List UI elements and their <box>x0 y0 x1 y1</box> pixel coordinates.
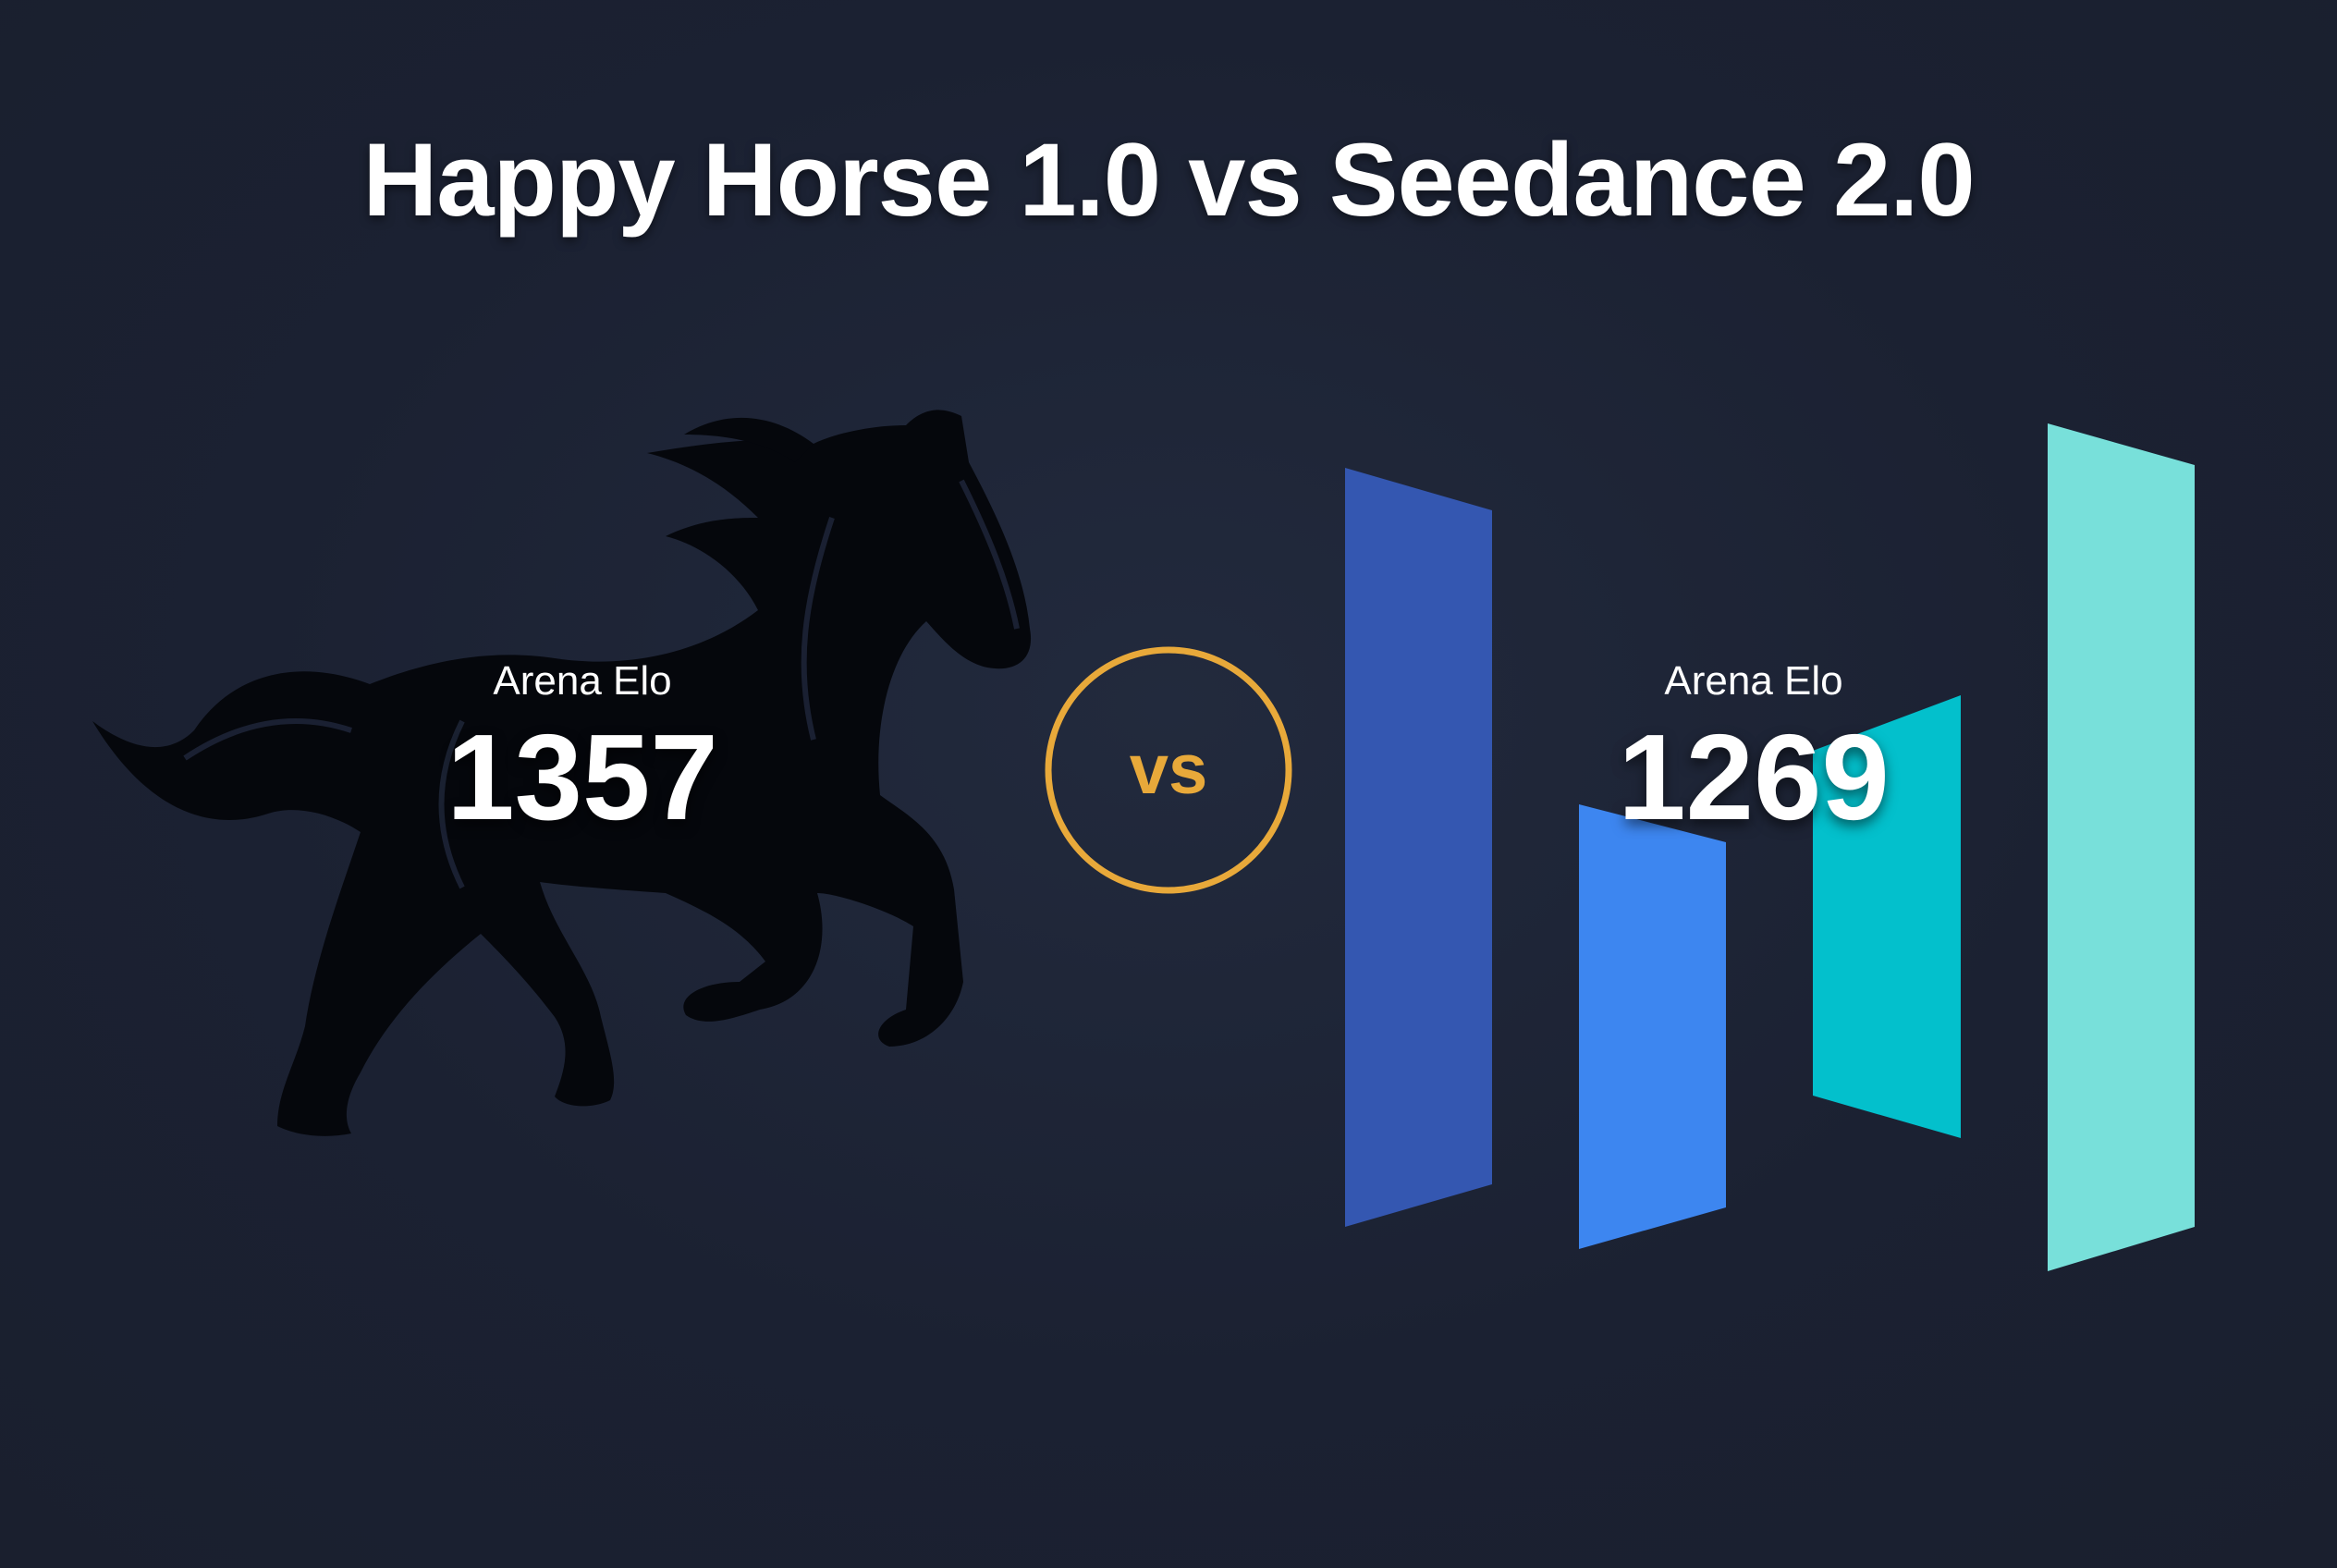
right-score-value: 1269 <box>1618 709 1890 845</box>
horse-silhouette-icon <box>92 410 1032 1136</box>
vs-badge <box>1045 646 1292 894</box>
vs-ring <box>1045 646 1292 894</box>
horse-muscle-lines <box>183 479 1020 889</box>
left-score-label: Arena Elo <box>493 658 672 704</box>
seedance-logo <box>1345 423 2195 1271</box>
right-score-label: Arena Elo <box>1664 658 1843 704</box>
logo-bar-3 <box>1813 695 1961 1138</box>
logo-bar-4 <box>2048 423 2195 1271</box>
left-score-value: 1357 <box>447 709 718 845</box>
logo-bar-1 <box>1345 468 1492 1227</box>
logo-bar-2 <box>1579 804 1726 1249</box>
vs-text: vs <box>1129 730 1208 809</box>
page-title: Happy Horse 1.0 vs Seedance 2.0 <box>362 122 1975 238</box>
